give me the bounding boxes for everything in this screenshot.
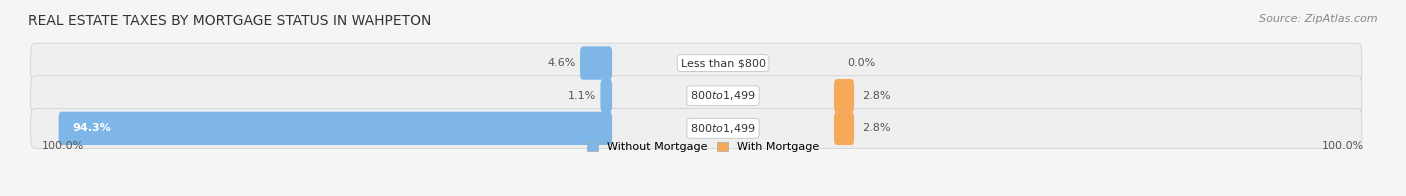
Text: 100.0%: 100.0%: [42, 141, 84, 151]
Text: 100.0%: 100.0%: [1322, 141, 1364, 151]
FancyBboxPatch shape: [600, 79, 612, 112]
Text: Source: ZipAtlas.com: Source: ZipAtlas.com: [1260, 14, 1378, 24]
FancyBboxPatch shape: [834, 112, 853, 145]
Text: 2.8%: 2.8%: [862, 91, 890, 101]
FancyBboxPatch shape: [31, 43, 1362, 83]
FancyBboxPatch shape: [31, 108, 1362, 148]
Text: $800 to $1,499: $800 to $1,499: [690, 122, 756, 135]
Text: 0.0%: 0.0%: [848, 58, 876, 68]
Text: REAL ESTATE TAXES BY MORTGAGE STATUS IN WAHPETON: REAL ESTATE TAXES BY MORTGAGE STATUS IN …: [28, 14, 432, 28]
FancyBboxPatch shape: [581, 46, 612, 80]
Text: 94.3%: 94.3%: [72, 123, 111, 133]
FancyBboxPatch shape: [31, 76, 1362, 116]
Text: $800 to $1,499: $800 to $1,499: [690, 89, 756, 102]
FancyBboxPatch shape: [834, 79, 853, 112]
Text: 2.8%: 2.8%: [862, 123, 890, 133]
Text: 4.6%: 4.6%: [548, 58, 576, 68]
FancyBboxPatch shape: [59, 112, 612, 145]
Text: Less than $800: Less than $800: [681, 58, 765, 68]
Text: 1.1%: 1.1%: [568, 91, 596, 101]
Legend: Without Mortgage, With Mortgage: Without Mortgage, With Mortgage: [582, 137, 824, 157]
